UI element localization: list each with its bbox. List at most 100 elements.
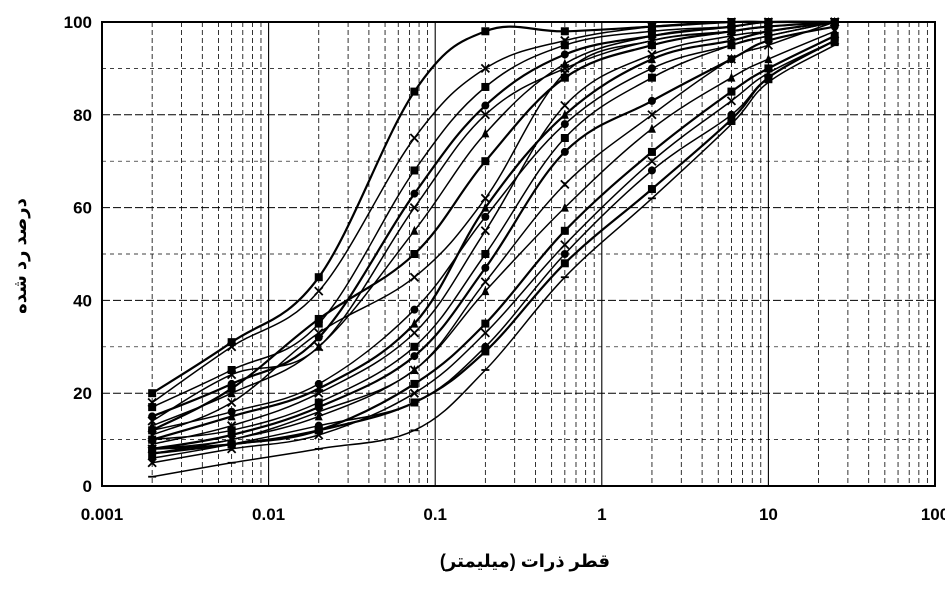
data-point-square [148, 389, 157, 398]
series-18 [148, 36, 839, 463]
data-point-square [314, 273, 323, 282]
data-point-square [314, 319, 323, 328]
data-point-triangle [560, 202, 569, 212]
x-tick-label: 0.01 [252, 505, 285, 524]
data-point-square [148, 449, 157, 458]
y-tick-label: 0 [83, 477, 92, 496]
plot-frame [101, 21, 936, 487]
data-point-triangle [410, 318, 419, 328]
data-point-triangle [227, 411, 236, 421]
data-point-x [480, 328, 490, 338]
data-point-triangle [314, 341, 323, 351]
data-point-square [481, 157, 490, 166]
data-point-triangle [410, 225, 419, 235]
data-point-x [480, 226, 490, 236]
y-tick-label: 40 [73, 291, 92, 310]
data-point-circle [647, 96, 656, 105]
data-point-circle [481, 263, 490, 272]
data-point-circle [410, 305, 419, 314]
data-point-square [727, 115, 736, 124]
data-point-square [410, 398, 419, 407]
series-3 [148, 18, 839, 412]
data-point-square [647, 73, 656, 82]
data-point-square [314, 426, 323, 435]
data-point-x [647, 156, 657, 166]
data-point-square [560, 134, 569, 142]
series-line [152, 44, 836, 478]
data-point-square [647, 185, 656, 194]
x-tick-label: 0.001 [81, 505, 124, 524]
data-point-square [727, 41, 736, 50]
data-point-x [560, 100, 570, 111]
data-point-square [410, 379, 419, 388]
series-line [152, 21, 835, 450]
data-point-square [647, 147, 656, 156]
data-point-circle [148, 454, 157, 463]
data-point-x [227, 370, 237, 380]
data-point-circle [410, 189, 419, 198]
data-point-circle [481, 101, 490, 110]
data-point-x [409, 202, 420, 213]
axes: 0.001 0.01 0.1 1 10 100 0 20 40 60 80 100 [64, 13, 945, 524]
series-19 [148, 36, 839, 453]
series-line [151, 20, 835, 441]
data-point-circle [560, 147, 569, 156]
data-point-square [148, 435, 157, 444]
data-point-x [726, 54, 737, 64]
x-tick-label: 1 [597, 505, 606, 524]
data-point-circle [647, 64, 656, 73]
data-point-x [480, 63, 490, 74]
data-point-square [410, 166, 419, 175]
x-tick-label: 100 [921, 505, 945, 524]
data-point-square [481, 82, 490, 91]
data-point-triangle [764, 54, 773, 64]
data-point-triangle [647, 54, 656, 64]
data-point-square [410, 87, 419, 96]
x-tick-label: 10 [759, 505, 778, 524]
data-point-circle [560, 50, 569, 59]
y-tick-label: 60 [73, 199, 92, 218]
data-point-x [227, 342, 237, 352]
data-point-square [560, 73, 569, 82]
data-point-triangle [560, 109, 569, 119]
data-point-square [764, 73, 773, 82]
y-tick-label: 100 [64, 13, 92, 32]
data-point-square [314, 314, 323, 323]
data-point-triangle [481, 202, 490, 212]
data-point-square [148, 403, 157, 412]
data-point-x [314, 388, 324, 398]
data-point-x [480, 193, 490, 203]
series-group [147, 17, 840, 478]
data-point-square [227, 338, 236, 347]
y-tick-label: 20 [73, 384, 92, 403]
x-axis-title: قطر ذرات (میلیمتر) [440, 551, 610, 572]
data-point-square [481, 27, 490, 36]
data-point-x [314, 286, 324, 296]
data-point-square [764, 64, 773, 73]
x-tick-label: 0.1 [423, 505, 447, 524]
data-point-square [481, 319, 490, 328]
y-tick-label: 80 [73, 106, 92, 125]
data-point-square [560, 27, 569, 36]
data-point-square [830, 36, 839, 45]
series-line [152, 39, 836, 459]
data-point-x [409, 272, 420, 282]
series-20 [148, 44, 839, 478]
series-line [152, 30, 835, 455]
series-line [151, 20, 835, 427]
data-point-triangle [227, 388, 236, 398]
data-point-x [647, 49, 657, 60]
data-point-x [763, 40, 774, 50]
data-point-square [227, 384, 236, 393]
series-line [152, 34, 836, 455]
data-point-circle [148, 426, 157, 435]
series-line [152, 21, 835, 441]
data-point-x [480, 277, 490, 287]
data-point-square [560, 226, 569, 235]
data-point-circle [560, 250, 569, 258]
data-point-x [560, 240, 570, 250]
data-point-x [227, 397, 237, 408]
series-line [151, 21, 835, 436]
